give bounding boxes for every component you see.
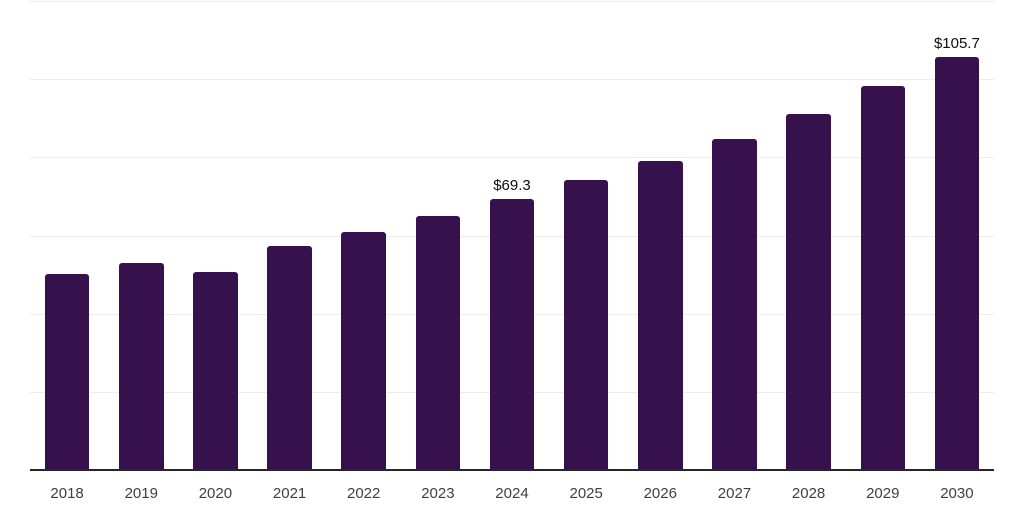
data-label-2024: $69.3: [493, 177, 531, 195]
bar-2018: [44, 274, 90, 470]
bar-2026: [638, 160, 683, 470]
bar-2029: [860, 85, 905, 470]
bar-2028: [786, 113, 831, 470]
bar-2019: [119, 262, 164, 470]
gridline-y-100: [30, 79, 994, 81]
x-tick-label-2026: 2026: [643, 485, 677, 502]
x-tick-label-2018: 2018: [50, 485, 84, 502]
x-axis-line: [30, 469, 994, 471]
x-tick-label-2023: 2023: [421, 485, 455, 502]
x-tick-label-2027: 2027: [717, 485, 752, 502]
bar-2030: [934, 56, 980, 470]
x-tick-label-2029: 2029: [866, 485, 900, 502]
bar-2022: [341, 231, 386, 470]
x-tick-label-2021: 2021: [272, 485, 307, 502]
x-tick-label-2025: 2025: [569, 485, 603, 502]
x-tick-label-2030: 2030: [940, 485, 974, 502]
bar-2020: [193, 271, 238, 470]
bar-2025: [563, 180, 609, 470]
x-tick-label-2020: 2020: [198, 485, 233, 502]
bar-2021: [267, 245, 312, 470]
gridline-y-120: [30, 1, 994, 2]
x-tick-label-2022: 2022: [347, 485, 381, 502]
x-tick-label-2028: 2028: [791, 485, 826, 502]
data-label-2030: $105.7: [933, 34, 980, 52]
bar-2024: [489, 199, 535, 470]
x-tick-label-2019: 2019: [124, 485, 158, 502]
x-tick-label-2024: 2024: [495, 485, 529, 502]
bar-2023: [415, 216, 461, 470]
bar-2027: [712, 138, 757, 470]
gridline-y-80: [30, 157, 994, 159]
